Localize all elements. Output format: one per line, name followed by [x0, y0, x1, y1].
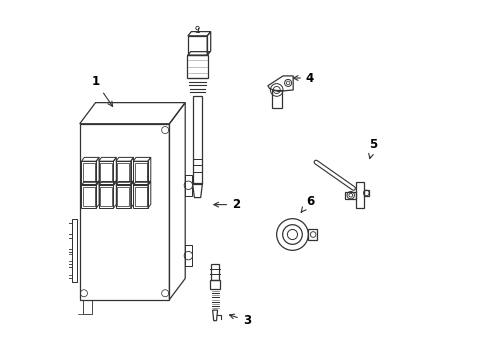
Text: 1: 1 [92, 75, 113, 106]
Text: 6: 6 [301, 195, 314, 212]
Text: 4: 4 [294, 72, 314, 85]
Text: 3: 3 [229, 314, 251, 327]
Text: 2: 2 [214, 198, 240, 211]
Text: 5: 5 [368, 138, 377, 158]
